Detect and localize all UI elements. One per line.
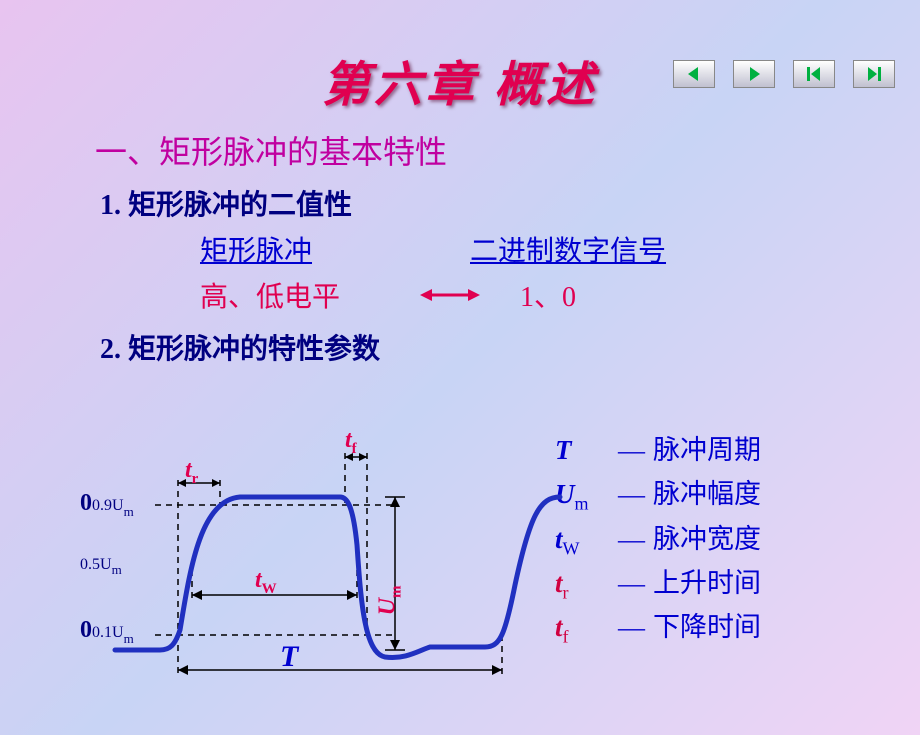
axis-09um: 00.9Um	[80, 490, 134, 520]
axis-01um: 00.1Um	[80, 617, 134, 647]
legend-fall: tf—下降时间	[555, 607, 761, 651]
concept-labels: 矩形脉冲 二进制数字信号	[200, 229, 920, 269]
pulse-diagram: 00.9Um 0.5Um 00.1Um tr tf tW T Um	[85, 435, 565, 695]
double-arrow-icon	[420, 285, 480, 305]
value-binary: 1、0	[520, 275, 576, 315]
legend-amplitude: Um—脉冲幅度	[555, 474, 761, 518]
legend-width: tW—脉冲宽度	[555, 519, 761, 563]
label-tw: tW	[255, 567, 277, 598]
legend-period: T—脉冲周期	[555, 430, 761, 474]
waveform-svg	[85, 435, 565, 695]
label-tr: tr	[185, 457, 198, 488]
section-heading: 一、矩形脉冲的基本特性	[95, 127, 920, 173]
label-binary: 二进制数字信号	[470, 229, 666, 269]
nav-back-icon[interactable]	[673, 60, 715, 88]
axis-05um: 0.5Um	[80, 552, 122, 578]
concept-values: 高、低电平 1、0	[200, 275, 920, 315]
nav-first-icon[interactable]	[793, 60, 835, 88]
nav-last-icon[interactable]	[853, 60, 895, 88]
label-tf: tf	[345, 427, 357, 458]
label-um: Um	[375, 585, 406, 615]
nav-forward-icon[interactable]	[733, 60, 775, 88]
label-period: T	[280, 640, 298, 674]
legend-rise: tr—上升时间	[555, 563, 761, 607]
parameter-legend: T—脉冲周期 Um—脉冲幅度 tW—脉冲宽度 tr—上升时间 tf—下降时间	[555, 430, 761, 651]
subheading-2: 2. 矩形脉冲的特性参数	[100, 327, 920, 367]
label-pulse: 矩形脉冲	[200, 229, 470, 269]
subheading-1: 1. 矩形脉冲的二值性	[100, 183, 920, 223]
value-levels: 高、低电平	[200, 275, 420, 315]
